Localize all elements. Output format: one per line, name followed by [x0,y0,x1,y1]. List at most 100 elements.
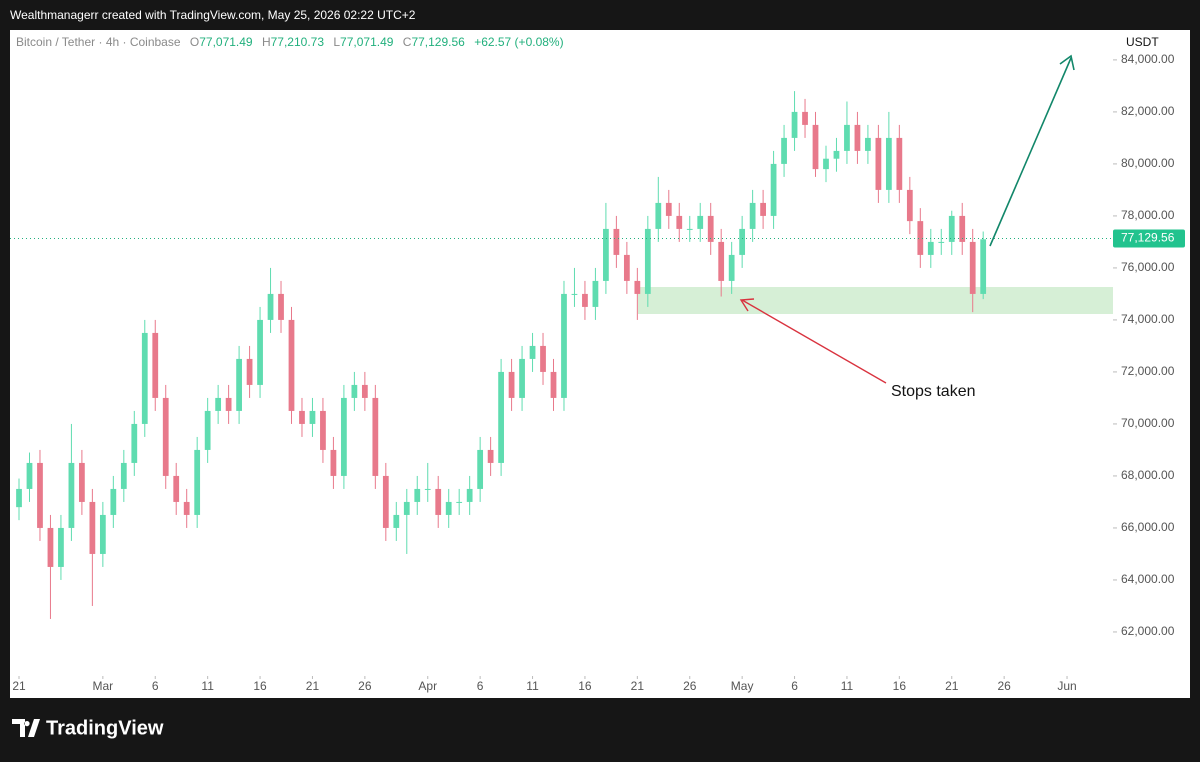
candle-body [424,488,431,490]
candle-body [550,371,557,398]
x-tick-label: 6 [791,679,798,693]
candle-body [393,514,400,528]
y-tick-label: 72,000.00 [1121,364,1175,378]
x-tick-label: 26 [358,679,372,693]
candle-body [162,397,169,476]
projection-arrow [989,54,1075,247]
high-label: H [262,35,271,49]
candle-body [183,501,190,515]
x-tick-label: 16 [893,679,907,693]
y-tick-label: 64,000.00 [1121,572,1175,586]
y-tick-label: 62,000.00 [1121,624,1175,638]
candle-body [16,488,22,508]
candle-body [299,410,305,424]
candle-body [582,293,588,307]
y-tick-label: 78,000.00 [1121,208,1175,222]
candle-body [676,215,683,229]
candle-body [749,202,756,229]
candle-body [938,241,945,243]
candle-body [969,241,976,294]
candle-body [278,293,284,320]
y-tick-label: 70,000.00 [1121,416,1175,430]
candle-body [194,449,201,515]
candle-body [320,410,326,450]
x-tick-label: 26 [683,679,697,693]
candle-body [697,215,704,229]
x-tick-label: 21 [945,679,959,693]
y-tick-label: 68,000.00 [1121,468,1175,482]
candle-body [361,384,368,398]
candle-body [403,501,410,515]
y-tick-label: 66,000.00 [1121,520,1175,534]
candle-body [865,137,871,151]
arrow-line [989,57,1072,247]
candle-body [215,397,222,411]
candle-body [236,358,242,411]
annotation-arrow [739,298,887,384]
candle-body [529,345,536,359]
x-tick-label: 21 [12,679,26,693]
logo-mark [12,719,40,737]
candle-body [728,254,735,281]
candle-body [68,462,75,528]
last-price-box [1113,229,1185,248]
footer-logo: TradingView [12,717,164,739]
candle-body [980,239,987,294]
candle-body [571,293,578,295]
y-tick-label: 76,000.00 [1121,260,1175,274]
high: 77,210.73 [271,35,325,49]
candle-body [173,475,180,502]
candle-body [204,410,211,450]
candle-body [225,397,232,411]
candle-body [288,319,295,411]
candle-body [519,358,525,398]
candle-body [120,462,127,489]
candle-body [875,137,882,190]
candle-body [487,449,494,463]
candle-body [906,189,913,222]
candle-body [257,319,263,385]
candle-body [382,475,389,528]
y-tick-label: 82,000.00 [1121,104,1175,118]
x-tick-label: 11 [201,679,214,693]
candle-body [592,280,599,307]
candle-body [79,462,85,502]
candle-body [89,501,96,554]
candle-body [948,215,955,242]
x-tick-label: 21 [306,679,320,693]
candle-body [802,111,808,125]
close-label: C [403,35,412,49]
candle-body [110,488,117,515]
candle-body [613,228,620,255]
candle-body [351,384,358,398]
open-label: O [190,35,199,49]
y-tick-label: 80,000.00 [1121,156,1175,170]
y-tick-label: 84,000.00 [1121,52,1175,66]
x-tick-label: Mar [93,679,114,693]
candle-body [823,158,829,170]
plot: 62,000.00 64,000.00 66,000.00 68,000.00 70,0… [10,52,1185,693]
candle-body [561,293,567,398]
candle-body [540,345,546,372]
candle-body [665,202,672,216]
candle-body [603,228,609,281]
candle-body [781,137,787,164]
candle-body [372,397,379,476]
candle-body [896,137,903,190]
candle-body [739,228,746,255]
candle-body [686,228,693,230]
candle-body [47,527,54,567]
currency: USDT [1126,35,1159,49]
candle-body [456,501,463,503]
candle-body [770,163,777,216]
x-tick-label: 6 [477,679,484,693]
x-tick-label: 16 [253,679,267,693]
candle-body [791,111,798,138]
candle-body [341,397,347,476]
candle-body [655,202,662,229]
candle-body [885,137,892,190]
candle-body [131,423,138,463]
change: +62.57 (+0.08%) [474,35,563,49]
candle-body [435,488,442,515]
